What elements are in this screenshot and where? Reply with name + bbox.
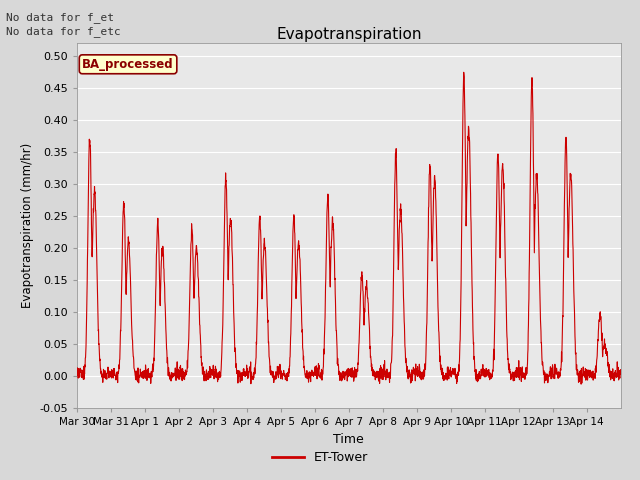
X-axis label: Time: Time <box>333 432 364 445</box>
Text: BA_processed: BA_processed <box>82 58 174 71</box>
Text: No data for f_etc: No data for f_etc <box>6 26 121 37</box>
Y-axis label: Evapotranspiration (mm/hr): Evapotranspiration (mm/hr) <box>20 143 33 308</box>
Title: Evapotranspiration: Evapotranspiration <box>276 27 422 42</box>
Legend: ET-Tower: ET-Tower <box>268 446 372 469</box>
Text: No data for f_et: No data for f_et <box>6 12 115 23</box>
